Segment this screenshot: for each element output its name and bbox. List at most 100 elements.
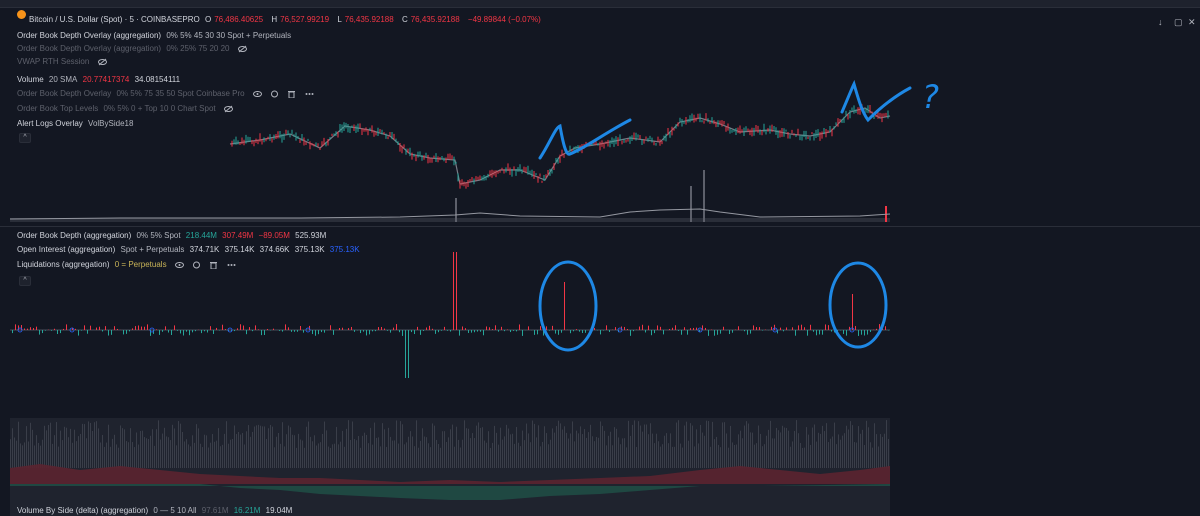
liquidation-bar bbox=[243, 325, 244, 330]
volume-delta-bar bbox=[106, 442, 107, 468]
volume-delta-bar bbox=[162, 433, 163, 468]
volume-delta-bar bbox=[290, 427, 291, 468]
volume-delta-bar bbox=[482, 427, 483, 468]
indicator-obtl[interactable]: Order Book Top Levels 0% 5% 0 + Top 10 0… bbox=[17, 104, 236, 114]
volume-delta-bar bbox=[16, 440, 17, 468]
indicator-liquidations[interactable]: Liquidations (aggregation) 0 = Perpetual… bbox=[17, 260, 239, 270]
eye-icon[interactable] bbox=[174, 261, 184, 269]
volume-delta-bar bbox=[180, 423, 181, 468]
indicator-vwap[interactable]: VWAP RTH Session bbox=[17, 57, 110, 67]
symbol-legend[interactable]: Bitcoin / U.S. Dollar (Spot) · 5 · COINB… bbox=[29, 15, 544, 25]
indicator-open-interest[interactable]: Open Interest (aggregation) Spot + Perpe… bbox=[17, 245, 363, 255]
liquidation-bar bbox=[27, 328, 28, 330]
annotation-question-mark: ? bbox=[922, 78, 939, 116]
volume-delta-bar bbox=[140, 430, 141, 468]
volume-delta-bar bbox=[506, 424, 507, 468]
indicator-params: 0% 25% 75 20 20 bbox=[166, 44, 230, 53]
indicator-obdo-2[interactable]: Order Book Depth Overlay (aggregation) 0… bbox=[17, 44, 250, 54]
liquidation-bar bbox=[468, 330, 469, 333]
chevron-down-icon[interactable]: ↓ bbox=[1158, 17, 1163, 27]
eye-crossed-icon[interactable] bbox=[237, 45, 247, 53]
liquidation-bar bbox=[384, 328, 385, 330]
indicator-order-book-depth[interactable]: Order Book Depth (aggregation) 0% 5% Spo… bbox=[17, 231, 329, 241]
volume-delta-bar bbox=[52, 443, 53, 468]
liquidation-bar bbox=[192, 330, 193, 333]
indicator-volume-by-side[interactable]: Volume By Side (delta) (aggregation) 0 —… bbox=[17, 506, 295, 516]
volume-delta-bar bbox=[496, 432, 497, 468]
indicator-obdo[interactable]: Order Book Depth Overlay (aggregation) 0… bbox=[17, 31, 294, 41]
trash-icon[interactable] bbox=[287, 90, 296, 98]
trash-icon[interactable] bbox=[209, 261, 218, 269]
volume-delta-bar bbox=[240, 434, 241, 468]
indicator-name: VWAP RTH Session bbox=[17, 57, 90, 66]
volume-delta-bar bbox=[12, 428, 13, 468]
volume-delta-bar bbox=[248, 425, 249, 468]
indicator-alert-logs[interactable]: Alert Logs Overlay VolBySide18 bbox=[17, 119, 136, 129]
liquidation-bar bbox=[300, 325, 301, 330]
liquidation-bar bbox=[687, 330, 688, 335]
volume-delta-bar bbox=[364, 432, 365, 468]
liquidation-bar bbox=[249, 327, 250, 330]
volume-delta-bar bbox=[628, 420, 629, 468]
indicator-obdo-3[interactable]: Order Book Depth Overlay 0% 5% 75 35 50 … bbox=[17, 89, 317, 99]
maximize-icon[interactable]: ▢ bbox=[1174, 17, 1183, 27]
volume-delta-bar bbox=[286, 434, 287, 468]
volume-delta-bar bbox=[406, 442, 407, 468]
liquidation-bar bbox=[162, 330, 163, 332]
eye-crossed-icon[interactable] bbox=[97, 58, 107, 66]
more-icon[interactable] bbox=[305, 90, 314, 98]
indicator-volume[interactable]: Volume 20 SMA 20.77417374 34.08154111 bbox=[17, 75, 183, 85]
liquidation-bar bbox=[462, 326, 463, 330]
liquidation-bar bbox=[204, 330, 205, 332]
volume-delta-bar bbox=[428, 443, 429, 468]
liquidation-bar bbox=[228, 330, 229, 332]
liquidation-bar bbox=[246, 330, 247, 335]
eye-icon[interactable] bbox=[252, 90, 262, 98]
volume-delta-bar bbox=[610, 431, 611, 468]
settings-icon[interactable] bbox=[192, 261, 201, 269]
liquidation-bar bbox=[225, 329, 226, 330]
volume-delta-bar bbox=[530, 442, 531, 468]
volume-delta-bar bbox=[580, 426, 581, 468]
volume-delta-bar bbox=[284, 446, 285, 468]
liquidation-bar bbox=[171, 330, 172, 335]
close-icon[interactable]: ✕ bbox=[1188, 17, 1196, 27]
volume-delta-bar bbox=[86, 438, 87, 468]
volume-delta-bar bbox=[418, 447, 419, 468]
eye-crossed-icon[interactable] bbox=[223, 105, 233, 113]
volume-delta-bar bbox=[256, 425, 257, 468]
volume-delta-bar bbox=[806, 427, 807, 468]
liquidation-bar bbox=[804, 327, 805, 330]
annotation-layer[interactable]: ? bbox=[0, 8, 1200, 516]
settings-icon[interactable] bbox=[270, 90, 279, 98]
chart-area[interactable]: ? Bitcoin / U.S. Dollar (Spot) · 5 · COI… bbox=[0, 8, 1200, 516]
volume-delta-bar bbox=[118, 447, 119, 468]
collapse-legend-button[interactable]: ^ bbox=[19, 276, 31, 286]
volume-delta-bar bbox=[598, 437, 599, 468]
liquidation-bar bbox=[87, 330, 88, 334]
liquidation-bar bbox=[282, 330, 283, 332]
volume-delta-bar bbox=[262, 426, 263, 468]
pane-separator[interactable] bbox=[0, 226, 1200, 227]
collapse-legend-button[interactable]: ^ bbox=[19, 133, 31, 143]
volume-delta-bar bbox=[818, 432, 819, 468]
liquidation-bar bbox=[210, 326, 211, 330]
volume-delta-bar bbox=[756, 443, 757, 468]
volume-delta-bar bbox=[382, 423, 383, 468]
liquidation-bar bbox=[255, 325, 256, 330]
price-pane[interactable] bbox=[0, 8, 1200, 516]
more-icon[interactable] bbox=[227, 261, 236, 269]
volume-delta-bar bbox=[876, 434, 877, 468]
volume-delta-bar bbox=[590, 424, 591, 468]
bid-depth-value: 218.44M bbox=[185, 231, 217, 240]
volume-delta-bar bbox=[124, 429, 125, 468]
volume-delta-bar bbox=[654, 443, 655, 468]
volume-delta-bar bbox=[670, 433, 671, 468]
volume-delta-bar bbox=[154, 445, 155, 468]
volume-delta-bar bbox=[74, 429, 75, 468]
liquidation-bar bbox=[771, 326, 772, 330]
volume-delta-bar bbox=[584, 429, 585, 468]
volume-delta-bar bbox=[686, 421, 687, 468]
volume-delta-bar bbox=[136, 432, 137, 468]
volume-delta-bar bbox=[30, 422, 31, 468]
